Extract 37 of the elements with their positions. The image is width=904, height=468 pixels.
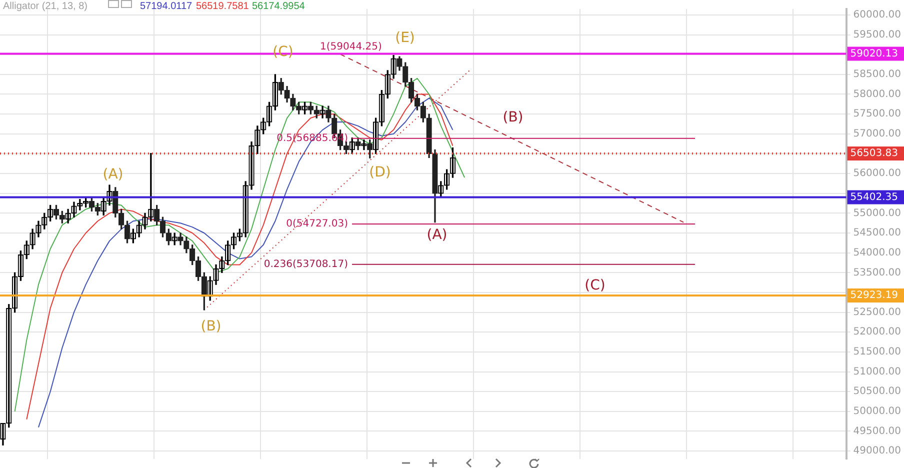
ref-line-label: 59020.13 — [850, 48, 898, 60]
y-tick-label: 49000.00 — [853, 446, 902, 457]
annotation: (B) — [200, 318, 222, 335]
annotation: (B) — [502, 110, 524, 126]
ref-line-label: 0(54727.03) — [286, 218, 348, 230]
y-tick-label: 52000.00 — [853, 326, 902, 338]
annotation: (A) — [426, 226, 448, 243]
annotation: 1(59044.25) — [320, 41, 382, 52]
annotation: (E) — [395, 30, 415, 46]
y-tick-label: 52500.00 — [853, 306, 902, 318]
ref-line-label: 0.236(53708.17) — [264, 258, 348, 270]
y-tick-label: 58500.00 — [853, 69, 902, 80]
y-tick-label: 51500.00 — [853, 346, 902, 358]
ref-line-label: 55402.35 — [850, 192, 898, 203]
annotation: 56174.9954 — [252, 0, 306, 12]
y-tick-label: 57500.00 — [853, 108, 902, 120]
annotation: (C) — [584, 278, 606, 294]
y-tick-label: 50500.00 — [853, 386, 902, 398]
annotation: (A) — [102, 166, 124, 183]
ref-line-label: 56503.83 — [850, 148, 898, 160]
y-tick-label: 60000.00 — [853, 10, 902, 21]
annotation: Alligator (21, 13, 8) — [3, 0, 88, 12]
y-tick-label: 51000.00 — [853, 366, 902, 378]
annotation: 57194.0117 — [140, 0, 193, 12]
y-tick-label: 57000.00 — [853, 128, 902, 140]
y-tick-label: 49500.00 — [853, 426, 902, 437]
y-tick-label: 59500.00 — [853, 29, 902, 40]
y-tick-label: 53500.00 — [853, 267, 902, 278]
y-tick-label: 55000.00 — [853, 208, 902, 219]
y-tick-label: 56000.00 — [853, 168, 902, 180]
y-tick-label: 58000.00 — [853, 88, 902, 100]
y-tick-label: 50000.00 — [853, 406, 902, 418]
annotation: 56519.7581 — [196, 0, 250, 12]
y-tick-label: 54500.00 — [853, 228, 902, 239]
y-tick-label: 54000.00 — [853, 247, 902, 258]
annotation: (D) — [369, 164, 391, 181]
ref-line-label: 52923.19 — [850, 290, 898, 302]
